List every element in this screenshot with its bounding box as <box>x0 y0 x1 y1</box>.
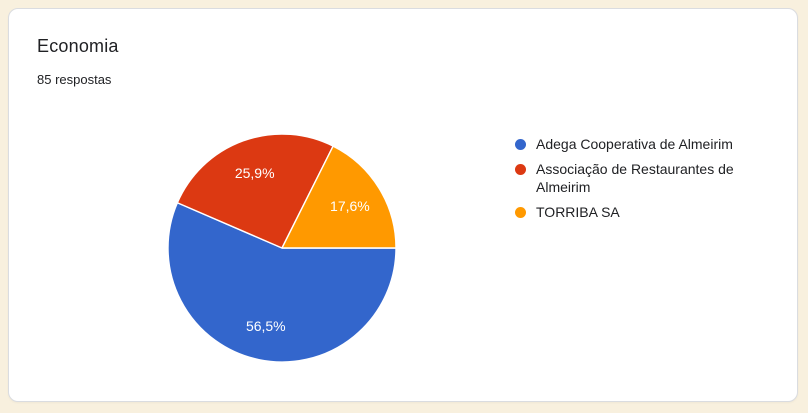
chart-legend: Adega Cooperativa de Almeirim Associação … <box>515 135 785 228</box>
pie-slice-2[interactable] <box>176 133 334 249</box>
question-title: Economia <box>37 36 119 56</box>
legend-dot-icon <box>515 163 526 175</box>
pie-chart-area: 56,5% 25,9% 17,6% Adega Cooperativa de Alm… <box>9 9 797 401</box>
legend-item-2: Associação de Restaurantes de Almeirim <box>515 160 785 196</box>
pie-slice-percent-label: 56,5% <box>246 318 286 334</box>
pie-slice-1[interactable] <box>167 202 397 363</box>
question-summary-card: Economia 85 respostas 56,5% 25,9% 17,6% Ad… <box>8 8 798 402</box>
pie-chart-svg: 56,5% 25,9% 17,6% <box>167 133 397 363</box>
pie-slice-percent-label: 17,6% <box>330 198 370 214</box>
legend-label: Associação de Restaurantes de Almeirim <box>536 161 734 195</box>
legend-item-3: TORRIBA SA <box>515 203 785 221</box>
pie-slice-3[interactable] <box>281 145 397 249</box>
legend-item-1: Adega Cooperativa de Almeirim <box>515 135 785 153</box>
legend-dot-icon <box>515 138 526 150</box>
pie-slice-percent-label: 25,9% <box>235 165 275 181</box>
response-count: 85 respostas <box>37 72 112 87</box>
legend-label: Adega Cooperativa de Almeirim <box>536 136 733 152</box>
legend-label: TORRIBA SA <box>536 204 620 220</box>
legend-dot-icon <box>515 206 526 218</box>
